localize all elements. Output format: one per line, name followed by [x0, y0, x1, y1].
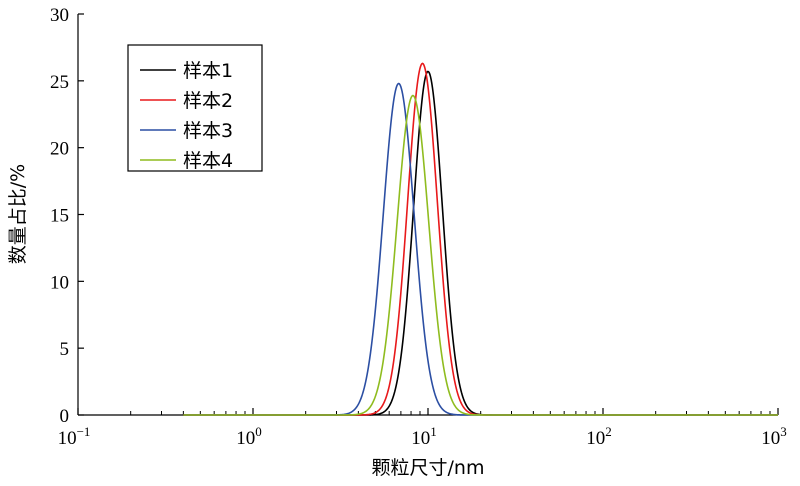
legend-label-1: 样本1 — [183, 60, 233, 82]
x-tick-exponent: 3 — [780, 424, 787, 439]
y-tick-label: 20 — [50, 139, 69, 160]
y-ticks: 0 5 10 15 20 25 30 — [50, 5, 84, 427]
x-tick-exponent: 2 — [605, 424, 612, 439]
x-tick-base: 10 — [586, 428, 605, 449]
y-tick-label: 0 — [60, 406, 70, 427]
series-layer — [183, 62, 778, 416]
series-line-2 — [183, 62, 778, 416]
y-tick-label: 15 — [50, 206, 69, 227]
legend-label-3: 样本3 — [183, 120, 233, 142]
x-tick-base: 10 — [761, 428, 780, 449]
y-tick-label: 5 — [60, 339, 70, 360]
x-tick-base: 10 — [236, 428, 255, 449]
series-line-4 — [183, 94, 778, 416]
x-axis-title: 颗粒尺寸/nm — [372, 457, 485, 479]
legend: 样本1 样本2 样本3 样本4 — [127, 44, 263, 172]
y-axis-title: 数量占比/% — [7, 164, 29, 264]
y-tick-label: 10 — [50, 272, 69, 293]
x-tick-base: 10 — [411, 428, 430, 449]
x-tick-exponent: 1 — [430, 424, 437, 439]
x-tick-label: 103 — [761, 424, 787, 449]
series-line-3 — [183, 82, 778, 416]
x-tick-label: 102 — [586, 424, 612, 449]
x-ticks: 10−1 100 101 102 103 — [58, 408, 787, 449]
series-line-1 — [183, 70, 778, 416]
x-tick-exponent: −1 — [77, 424, 91, 439]
y-tick-label: 25 — [50, 72, 69, 93]
x-tick-base: 10 — [58, 428, 77, 449]
legend-label-2: 样本2 — [183, 90, 233, 112]
legend-box — [127, 44, 263, 172]
x-tick-exponent: 0 — [255, 424, 262, 439]
x-tick-label: 100 — [236, 424, 262, 449]
x-tick-label: 101 — [411, 424, 437, 449]
y-tick-label: 30 — [50, 5, 69, 26]
x-tick-label: 10−1 — [58, 424, 91, 449]
legend-label-4: 样本4 — [183, 150, 233, 172]
